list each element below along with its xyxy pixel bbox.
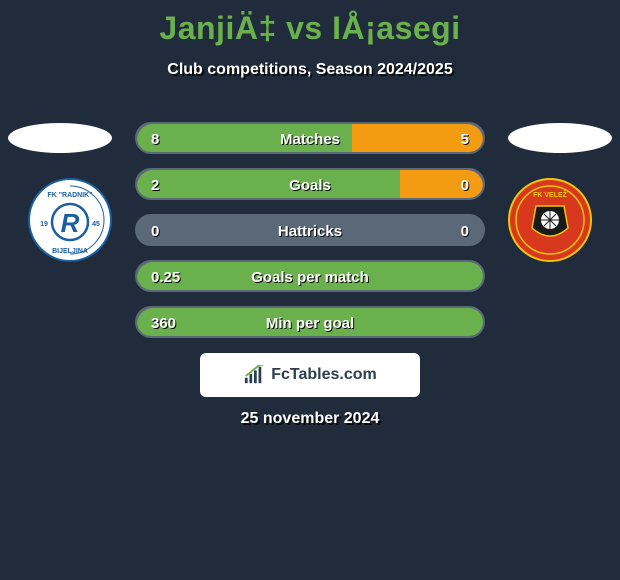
stat-value-right: 5	[461, 124, 469, 154]
stat-label: Hattricks	[137, 216, 483, 246]
branding-box: FcTables.com	[200, 353, 420, 397]
stat-row: Goals per match0.25	[135, 260, 485, 292]
club-left-bottom-text: BIJELJINA	[52, 248, 88, 255]
club-badge-right-circle: FK VELEŽ	[508, 178, 592, 262]
stat-label: Goals per match	[137, 262, 483, 292]
stat-label: Min per goal	[137, 308, 483, 338]
club-left-letter: R	[61, 208, 80, 238]
player-left-avatar	[8, 123, 112, 153]
stat-value-left: 360	[151, 308, 176, 338]
svg-text:19: 19	[40, 221, 48, 228]
date-label: 25 november 2024	[0, 410, 620, 428]
player-right-avatar	[508, 123, 612, 153]
subtitle: Club competitions, Season 2024/2025	[0, 61, 620, 79]
branding-label: FcTables.com	[271, 366, 377, 384]
club-right-top-text: FK VELEŽ	[533, 190, 568, 199]
svg-text:45: 45	[92, 221, 100, 228]
page-title: JanjiÄ‡ vs IÅ¡asegi	[0, 0, 620, 47]
stat-label: Goals	[137, 170, 483, 200]
club-badge-right: FK VELEŽ	[500, 178, 600, 262]
stat-value-left: 0	[151, 216, 159, 246]
stats-block: Matches85Goals20Hattricks00Goals per mat…	[135, 122, 485, 352]
club-badge-left: FK "RADNIK" BIJELJINA 19 45 R	[20, 178, 120, 262]
club-left-top-text: FK "RADNIK"	[47, 192, 92, 199]
stat-row: Goals2 0	[135, 168, 485, 200]
stat-value-left: 2	[151, 170, 159, 200]
stat-row: Matches8 5	[135, 122, 485, 154]
stat-label: Matches	[137, 124, 483, 154]
stat-value-left: 8	[151, 124, 159, 154]
stat-value-left: 0.25	[151, 262, 180, 292]
root: JanjiÄ‡ vs IÅ¡asegi Club competitions, S…	[0, 0, 620, 580]
club-badge-left-circle: FK "RADNIK" BIJELJINA 19 45 R	[28, 178, 112, 262]
stat-row: Hattricks0 0	[135, 214, 485, 246]
chart-icon	[243, 365, 265, 385]
stat-row: Min per goal360	[135, 306, 485, 338]
stat-value-right: 0	[461, 216, 469, 246]
stat-value-right: 0	[461, 170, 469, 200]
